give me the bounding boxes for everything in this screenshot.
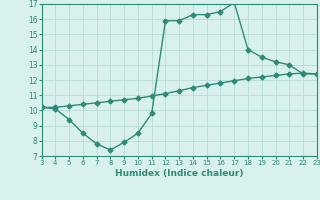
X-axis label: Humidex (Indice chaleur): Humidex (Indice chaleur) <box>115 169 244 178</box>
